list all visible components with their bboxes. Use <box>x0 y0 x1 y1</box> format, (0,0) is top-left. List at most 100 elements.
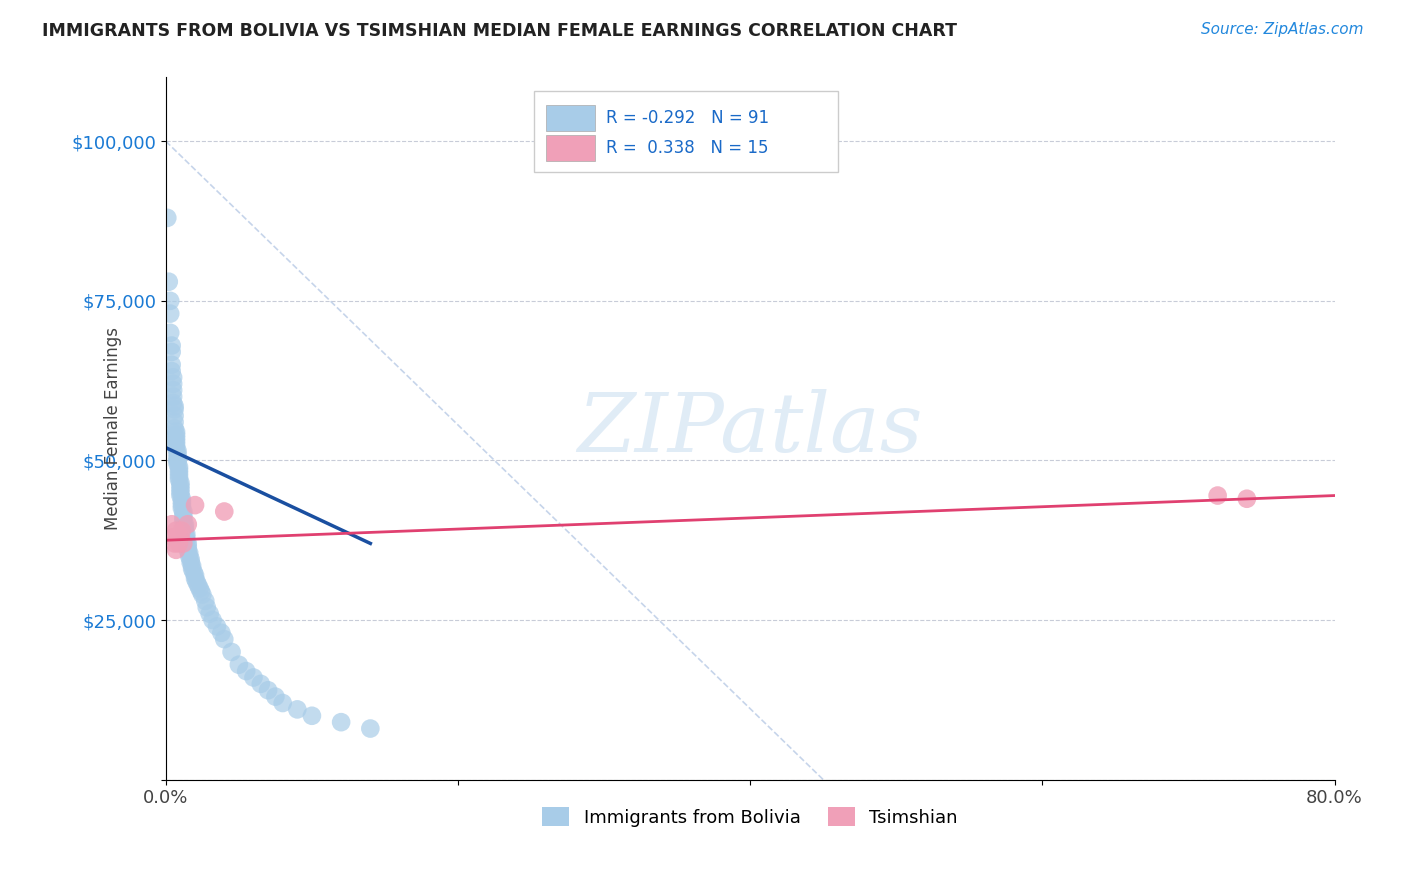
Point <box>163 402 186 417</box>
Point <box>264 690 287 704</box>
Point <box>195 600 218 615</box>
Point <box>170 498 193 512</box>
Point <box>160 338 183 352</box>
FancyBboxPatch shape <box>546 105 595 131</box>
Point <box>177 536 200 550</box>
Point <box>160 345 183 359</box>
Point <box>172 504 194 518</box>
Point <box>169 485 191 500</box>
Point <box>165 431 187 445</box>
Point <box>163 409 186 423</box>
Point <box>173 524 195 538</box>
Point <box>170 524 193 538</box>
Point <box>166 530 188 544</box>
Point <box>162 530 184 544</box>
Point <box>169 530 191 544</box>
Point <box>162 370 184 384</box>
Point <box>184 568 207 582</box>
Point <box>194 594 217 608</box>
Point <box>163 399 186 413</box>
Point <box>169 479 191 493</box>
Point <box>172 514 194 528</box>
Point <box>167 467 190 481</box>
Point <box>172 536 194 550</box>
Point <box>172 511 194 525</box>
Point <box>359 722 381 736</box>
Point <box>209 625 232 640</box>
Point <box>167 469 190 483</box>
Point <box>166 443 188 458</box>
Point <box>172 508 194 522</box>
Point <box>214 504 236 518</box>
Text: R =  0.338   N = 15: R = 0.338 N = 15 <box>606 138 769 157</box>
Point <box>184 498 207 512</box>
Point <box>174 526 197 541</box>
Point <box>165 542 187 557</box>
Legend: Immigrants from Bolivia, Tsimshian: Immigrants from Bolivia, Tsimshian <box>536 800 965 834</box>
Point <box>167 536 190 550</box>
Point <box>180 556 202 570</box>
Point <box>173 517 195 532</box>
Point <box>170 491 193 506</box>
Point <box>191 587 214 601</box>
Point <box>177 540 200 554</box>
Point <box>169 475 191 490</box>
Point <box>159 307 181 321</box>
Point <box>221 645 243 659</box>
Point <box>184 572 207 586</box>
Point <box>1206 489 1229 503</box>
Point <box>249 677 271 691</box>
Point <box>285 702 308 716</box>
Point <box>179 549 201 564</box>
Point <box>180 552 202 566</box>
Point <box>257 683 280 698</box>
Point <box>159 326 181 340</box>
Text: IMMIGRANTS FROM BOLIVIA VS TSIMSHIAN MEDIAN FEMALE EARNINGS CORRELATION CHART: IMMIGRANTS FROM BOLIVIA VS TSIMSHIAN MED… <box>42 22 957 40</box>
Point <box>166 447 188 461</box>
Point <box>162 376 184 391</box>
Point <box>183 565 205 579</box>
Point <box>186 574 208 589</box>
Point <box>169 482 191 496</box>
Text: R = -0.292   N = 91: R = -0.292 N = 91 <box>606 109 769 128</box>
Point <box>160 358 183 372</box>
Point <box>179 546 201 560</box>
Point <box>181 558 204 573</box>
Point <box>165 434 187 449</box>
Point <box>201 613 224 627</box>
Point <box>181 562 204 576</box>
Point <box>162 383 184 397</box>
Point <box>205 619 228 633</box>
Point <box>166 453 188 467</box>
Point <box>167 459 190 474</box>
Point <box>167 463 190 477</box>
Point <box>162 390 184 404</box>
Point <box>228 657 250 672</box>
Point <box>159 293 181 308</box>
Point <box>190 584 212 599</box>
Point <box>188 581 211 595</box>
Point <box>1236 491 1258 506</box>
Point <box>177 542 200 557</box>
Point <box>242 671 264 685</box>
Point <box>166 450 188 465</box>
Point <box>173 520 195 534</box>
Point <box>166 457 188 471</box>
Point <box>187 578 209 592</box>
FancyBboxPatch shape <box>534 92 838 172</box>
Point <box>163 415 186 429</box>
Point <box>170 501 193 516</box>
Point <box>330 715 353 730</box>
Text: Source: ZipAtlas.com: Source: ZipAtlas.com <box>1201 22 1364 37</box>
Point <box>177 517 200 532</box>
Point <box>163 536 186 550</box>
Point <box>174 533 197 548</box>
Point <box>165 524 187 538</box>
Text: ZIPatlas: ZIPatlas <box>578 389 922 468</box>
Point <box>160 517 183 532</box>
Point <box>160 364 183 378</box>
Point <box>165 437 187 451</box>
Point <box>167 473 190 487</box>
Point <box>271 696 294 710</box>
Point <box>235 664 257 678</box>
